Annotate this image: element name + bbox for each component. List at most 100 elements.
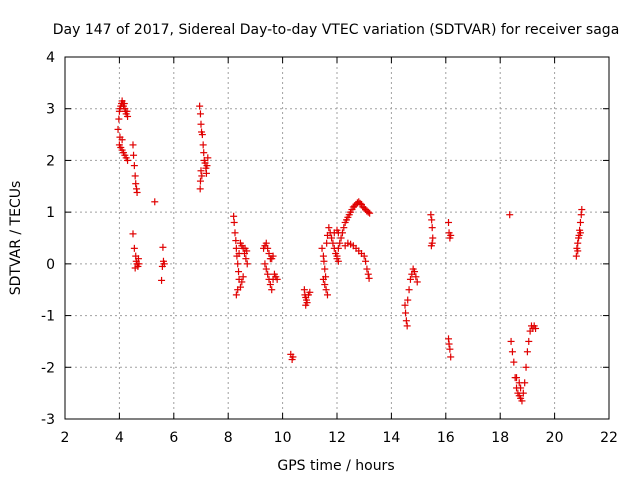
data-point xyxy=(261,260,269,268)
data-point xyxy=(196,102,204,110)
x-tick-label: 18 xyxy=(491,430,509,446)
data-point xyxy=(239,273,247,281)
data-point xyxy=(340,224,348,232)
data-point xyxy=(269,252,277,260)
data-point xyxy=(130,151,138,159)
data-point xyxy=(236,283,244,291)
x-tick-label: 12 xyxy=(328,430,346,446)
data-point xyxy=(197,167,205,175)
data-point xyxy=(132,180,140,188)
data-point xyxy=(124,112,132,120)
data-point xyxy=(362,257,370,265)
y-tick-label: 0 xyxy=(46,257,55,273)
data-point xyxy=(202,169,210,177)
data-point xyxy=(243,260,251,268)
y-axis-label: SDTVAR / TECUs xyxy=(8,181,24,296)
data-point xyxy=(522,363,530,371)
data-point xyxy=(321,281,329,289)
data-point xyxy=(200,149,208,157)
data-point xyxy=(204,154,212,162)
data-point xyxy=(230,218,238,226)
data-point xyxy=(406,275,414,283)
data-point xyxy=(232,244,240,252)
data-point xyxy=(334,257,342,265)
data-point xyxy=(242,255,250,263)
data-point xyxy=(262,265,270,273)
data-point xyxy=(158,276,166,284)
data-point xyxy=(446,345,454,353)
data-point xyxy=(322,286,330,294)
data-point xyxy=(364,270,372,278)
data-point xyxy=(518,397,526,405)
data-point xyxy=(135,260,143,268)
data-points xyxy=(114,97,586,405)
data-point xyxy=(532,325,540,332)
data-point xyxy=(243,247,251,255)
data-point xyxy=(203,162,211,170)
data-point xyxy=(508,348,516,356)
y-tick-label: 2 xyxy=(46,153,55,169)
x-tick-label: 20 xyxy=(546,430,564,446)
data-point xyxy=(262,239,270,247)
data-point xyxy=(199,141,207,149)
data-point xyxy=(196,110,204,118)
data-point xyxy=(329,239,337,247)
x-tick-label: 16 xyxy=(437,430,455,446)
data-point xyxy=(196,177,204,185)
x-tick-label: 14 xyxy=(382,430,400,446)
data-point xyxy=(356,199,364,207)
data-point xyxy=(401,301,409,309)
data-point xyxy=(232,237,240,245)
data-point xyxy=(363,265,371,273)
x-tick-label: 2 xyxy=(61,430,70,446)
data-point xyxy=(151,198,159,206)
data-point xyxy=(366,209,374,217)
data-point xyxy=(133,188,141,196)
data-point xyxy=(129,230,137,238)
data-point xyxy=(238,278,246,286)
data-point xyxy=(360,252,368,260)
data-point xyxy=(234,260,242,268)
data-point xyxy=(574,247,582,255)
data-point xyxy=(403,322,411,330)
data-point xyxy=(576,229,584,237)
data-point xyxy=(130,244,138,252)
y-tick-label: -1 xyxy=(41,309,55,325)
data-point xyxy=(427,211,435,219)
data-point xyxy=(114,125,122,133)
data-point xyxy=(198,172,206,180)
data-point xyxy=(265,250,273,258)
data-point xyxy=(320,257,328,265)
data-point xyxy=(159,243,167,251)
data-point xyxy=(447,231,455,239)
data-point xyxy=(323,291,331,299)
data-point xyxy=(336,239,344,247)
data-point xyxy=(306,288,314,296)
data-point xyxy=(124,156,132,164)
x-tick-labels: 2 4 6 8 10 12 14 16 18 20 22 xyxy=(61,430,618,446)
data-point xyxy=(325,224,333,232)
data-point xyxy=(405,286,413,294)
data-point xyxy=(196,185,204,193)
y-tick-labels: -3 -2 -1 0 1 2 3 4 xyxy=(41,50,55,428)
data-point xyxy=(506,211,514,219)
data-point xyxy=(365,274,373,282)
x-tick-label: 6 xyxy=(169,430,178,446)
data-point xyxy=(428,224,436,232)
data-point xyxy=(273,275,281,283)
y-tick-label: -2 xyxy=(41,360,55,376)
data-point xyxy=(131,172,139,180)
data-point xyxy=(328,234,336,242)
chart-title: Day 147 of 2017, Sidereal Day-to-day VTE… xyxy=(53,22,620,38)
data-point xyxy=(513,374,521,382)
x-tick-label: 22 xyxy=(600,430,618,446)
data-point xyxy=(197,120,205,128)
y-tick-label: 3 xyxy=(46,102,55,118)
data-point xyxy=(402,317,410,325)
data-point xyxy=(264,270,272,278)
data-point xyxy=(525,337,533,345)
data-point xyxy=(129,141,137,149)
data-point xyxy=(445,218,453,226)
axis-ticks xyxy=(64,56,610,420)
data-point xyxy=(428,216,436,224)
